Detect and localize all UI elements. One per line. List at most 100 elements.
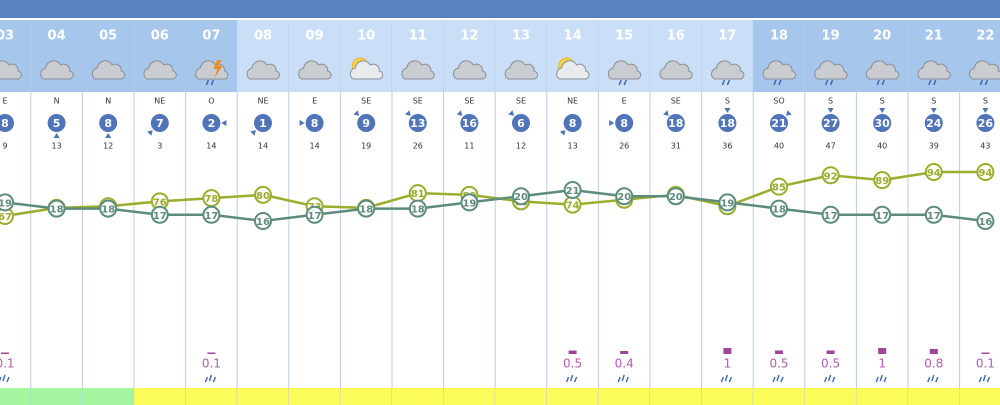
wind-speed: 9: [362, 117, 370, 130]
wind-speed: 2: [208, 117, 216, 130]
precip-bar: [207, 352, 216, 354]
wind-direction: NE: [257, 97, 268, 106]
humidity-label: 81: [411, 189, 425, 200]
wind-speed: 13: [410, 117, 425, 130]
gust: 13: [568, 142, 578, 151]
precip-bar: [568, 350, 577, 354]
gust: 3: [157, 142, 162, 151]
temperature-point: [873, 205, 892, 224]
precip-value: 0.1: [0, 357, 15, 371]
hour-label: 05: [99, 29, 117, 44]
temperature-label: 17: [875, 211, 889, 222]
wind-speed-marker: [357, 114, 376, 132]
gust: 14: [258, 142, 268, 151]
wind-arrow: [405, 110, 411, 116]
rain: [928, 79, 937, 86]
header-cell: [134, 20, 186, 92]
header-cell: [392, 20, 444, 92]
weather-icon: [246, 60, 280, 80]
precip-bar: [929, 349, 938, 354]
precip-value: 0.4: [615, 357, 634, 371]
cloud: [401, 60, 435, 80]
temperature-label: 17: [308, 211, 322, 222]
wind-speed-marker: [99, 114, 118, 132]
hour-label: 13: [512, 29, 530, 44]
temperature-label: 17: [824, 211, 838, 222]
precip-bar: [981, 352, 990, 354]
day-band: [908, 388, 960, 405]
humidity-label: 94: [978, 168, 992, 179]
wind-arrow: [879, 108, 886, 113]
weather-icon: [814, 60, 848, 86]
temperature-label: 18: [772, 205, 786, 216]
drop-icon: [875, 374, 887, 383]
wind-arrow: [930, 108, 937, 113]
wind-arrow: [663, 110, 669, 116]
wind-arrow: [221, 120, 227, 126]
wind-speed-marker: [563, 114, 582, 132]
temperature-label: 18: [411, 205, 425, 216]
header-cell: [650, 20, 702, 92]
hour-label: 07: [202, 29, 220, 44]
weather-icon: [0, 60, 22, 80]
header-cell: [495, 20, 547, 92]
temperature-point: [666, 187, 685, 206]
humidity-label: 74: [566, 201, 580, 212]
wind-arrow: [456, 110, 463, 116]
gust: 13: [52, 142, 62, 151]
cloud: [246, 60, 280, 80]
wind-direction: SE: [516, 97, 526, 106]
hour-label: 06: [151, 29, 169, 44]
wind-speed-marker: [924, 114, 943, 132]
rain: [773, 79, 782, 86]
day-band: [392, 388, 444, 405]
wind-speed: 18: [668, 117, 683, 130]
wind-direction: SE: [413, 97, 423, 106]
wind-speed-marker: [202, 114, 221, 132]
temperature-point: [821, 205, 840, 224]
drop-icon: [0, 374, 10, 383]
wind-direction: E: [2, 97, 7, 106]
hour-label: 21: [925, 29, 943, 44]
temperature-label: 21: [566, 186, 580, 197]
header-cell: [908, 20, 960, 92]
weather-icon: [607, 60, 642, 86]
wind-direction: E: [622, 97, 627, 106]
hour-label: 12: [460, 29, 478, 44]
cloud: [143, 60, 177, 80]
wind-direction: S: [880, 97, 885, 106]
temperature-label: 16: [256, 217, 270, 228]
lightning: [213, 60, 223, 78]
cloud: [711, 60, 745, 80]
gust: 31: [671, 142, 681, 151]
wind-speed: 6: [517, 117, 525, 130]
wind-speed-marker: [512, 114, 530, 132]
hour-label: 15: [615, 29, 633, 44]
temperature-label: 19: [720, 198, 734, 209]
humidity-label: 94: [927, 168, 941, 179]
hour-label: 20: [873, 29, 891, 44]
weather-icon: [349, 57, 384, 80]
wind-arrow: [53, 133, 60, 138]
gust: 12: [103, 142, 113, 151]
cloud: [504, 60, 538, 80]
wind-arrow: [508, 110, 514, 116]
header-cell: [753, 20, 805, 92]
rain: [618, 79, 627, 86]
temperature-point: [976, 212, 995, 230]
drop-icon: [720, 374, 733, 383]
header-cell: [185, 20, 238, 92]
day-band: [959, 388, 1000, 405]
hour-label: 03: [0, 29, 14, 44]
drop-icon: [927, 374, 939, 383]
cloud: [40, 60, 74, 80]
wind-direction: SO: [773, 97, 784, 106]
cloud: [349, 60, 384, 80]
hour-label: 17: [718, 29, 736, 44]
precip-value: 0.1: [202, 357, 221, 371]
wind-direction: SE: [361, 97, 371, 106]
wind-arrow: [250, 130, 256, 136]
wind-speed-marker: [47, 114, 66, 132]
temperature-label: 18: [101, 205, 115, 216]
cloud: [91, 60, 126, 80]
